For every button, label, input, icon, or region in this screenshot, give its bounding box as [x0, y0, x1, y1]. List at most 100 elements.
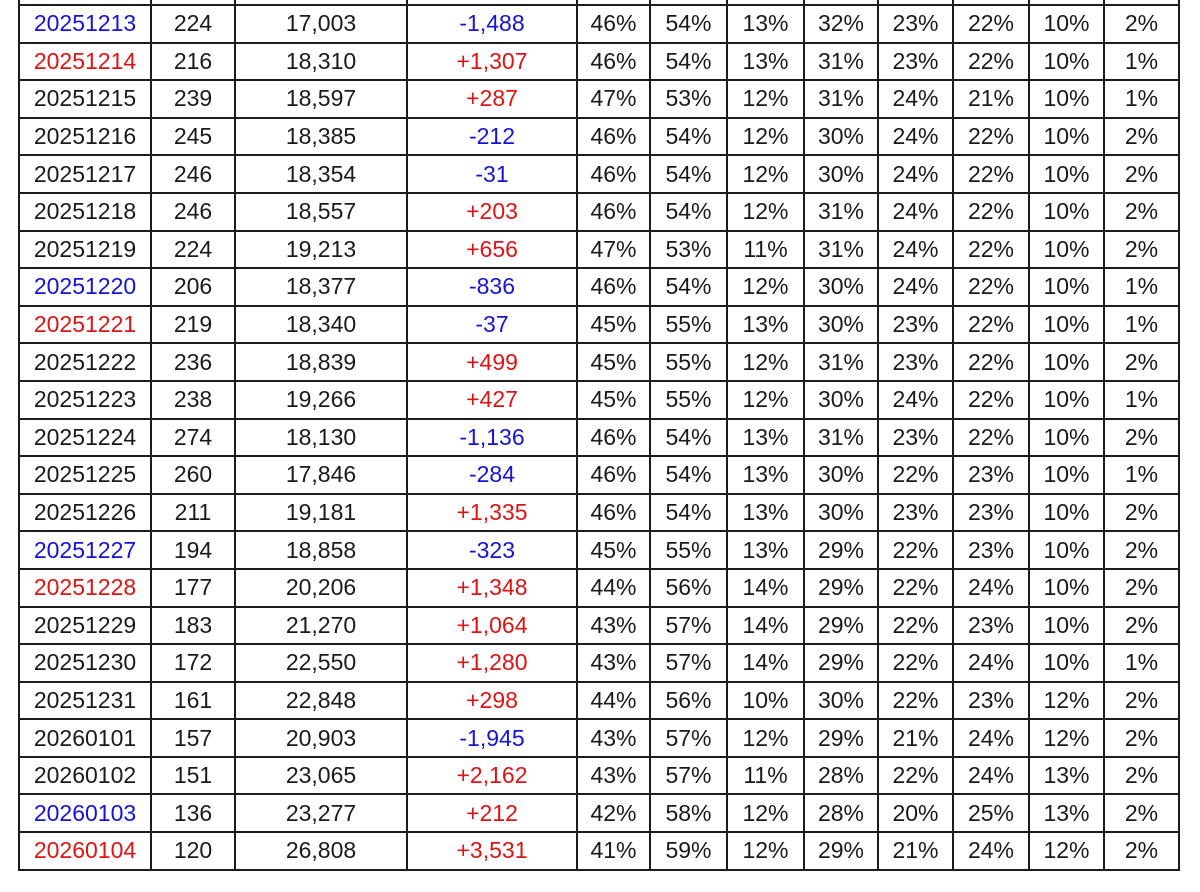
change-cell: +298 [406, 680, 578, 721]
percent-cell: 30% [803, 680, 879, 721]
percent-cell: 29% [803, 530, 879, 570]
total-cell: 18,340 [234, 304, 408, 345]
percent-cell: 2% [1103, 154, 1180, 194]
count-cell: 239 [150, 79, 236, 119]
percent-cell: 11% [726, 229, 805, 270]
total-cell: 18,385 [234, 116, 408, 157]
percent-cell: 13% [726, 530, 805, 570]
percent-cell: 47% [576, 79, 651, 119]
empty-cell [576, 0, 651, 6]
table-row: 20251220 206 18,377 -836 46% 54% 12% 30% 24% 22% 1… [18, 267, 1180, 307]
count-cell: 206 [150, 267, 236, 307]
change-cell: +1,307 [406, 41, 578, 82]
percent-cell: 45% [576, 304, 651, 345]
percent-cell: 14% [726, 567, 805, 608]
percent-cell: 2% [1103, 567, 1180, 608]
total-cell: 17,003 [234, 4, 408, 44]
percent-cell: 2% [1103, 116, 1180, 157]
date-cell: 20251213 [18, 4, 152, 44]
percent-cell: 30% [803, 304, 879, 345]
percent-cell: 23% [952, 492, 1030, 533]
total-cell: 20,206 [234, 567, 408, 608]
percent-cell: 2% [1103, 605, 1180, 646]
percent-cell: 22% [952, 267, 1030, 307]
percent-cell: 29% [803, 718, 879, 758]
empty-cell [1028, 0, 1105, 6]
percent-cell: 22% [952, 154, 1030, 194]
empty-cell [234, 0, 408, 6]
percent-cell: 44% [576, 680, 651, 721]
table-row: 20251222 236 18,839 +499 45% 55% 12% 31% 23% 22% 1… [18, 342, 1180, 382]
percent-cell: 23% [877, 4, 954, 44]
date-cell: 20251221 [18, 304, 152, 345]
percent-cell: 30% [803, 154, 879, 194]
total-cell: 20,903 [234, 718, 408, 758]
percent-cell: 22% [877, 530, 954, 570]
table-row: 20251218 246 18,557 +203 46% 54% 12% 31% 24% 22% 1… [18, 191, 1180, 232]
empty-cell [803, 0, 879, 6]
change-cell: +287 [406, 79, 578, 119]
date-cell: 20251229 [18, 605, 152, 646]
table-row: 20251221 219 18,340 -37 45% 55% 13% 30% 23% 22% 10… [18, 304, 1180, 345]
empty-cell [952, 0, 1030, 6]
percent-cell: 22% [952, 304, 1030, 345]
change-cell: +1,280 [406, 643, 578, 683]
table-row: 20251217 246 18,354 -31 46% 54% 12% 30% 24% 22% 10… [18, 154, 1180, 194]
date-cell: 20260104 [18, 831, 152, 871]
table-row: 20251225 260 17,846 -284 46% 54% 13% 30% 22% 23% 1… [18, 455, 1180, 495]
date-cell: 20260102 [18, 755, 152, 796]
table-row: 20251229 183 21,270 +1,064 43% 57% 14% 29% 22% 23… [18, 605, 1180, 646]
percent-cell: 31% [803, 417, 879, 458]
table-row: 20260102 151 23,065 +2,162 43% 57% 11% 28% 22% 24… [18, 755, 1180, 796]
table-body: 20251213 224 17,003 -1,488 46% 54% 13% 32% 23% 22… [18, 0, 1180, 871]
table-row: 20260101 157 20,903 -1,945 43% 57% 12% 29% 21% 24… [18, 718, 1180, 758]
percent-cell: 22% [877, 605, 954, 646]
percent-cell: 24% [952, 643, 1030, 683]
percent-cell: 10% [1028, 492, 1105, 533]
empty-cell [1103, 0, 1180, 6]
percent-cell: 2% [1103, 342, 1180, 382]
count-cell: 183 [150, 605, 236, 646]
percent-cell: 54% [649, 492, 728, 533]
percent-cell: 46% [576, 191, 651, 232]
percent-cell: 57% [649, 718, 728, 758]
percent-cell: 31% [803, 191, 879, 232]
count-cell: 151 [150, 755, 236, 796]
percent-cell: 59% [649, 831, 728, 871]
table-row: 20251224 274 18,130 -1,136 46% 54% 13% 31% 23% 22… [18, 417, 1180, 458]
count-cell: 211 [150, 492, 236, 533]
date-cell: 20251230 [18, 643, 152, 683]
percent-cell: 2% [1103, 530, 1180, 570]
percent-cell: 57% [649, 755, 728, 796]
percent-cell: 29% [803, 605, 879, 646]
date-cell: 20251231 [18, 680, 152, 721]
percent-cell: 24% [877, 116, 954, 157]
percent-cell: 10% [1028, 530, 1105, 570]
percent-cell: 56% [649, 567, 728, 608]
daily-stats-table-wrap: 20251213 224 17,003 -1,488 46% 54% 13% 32% 23% 22… [18, 0, 1180, 871]
date-cell: 20251220 [18, 267, 152, 307]
table-row: 20251227 194 18,858 -323 45% 55% 13% 29% 22% 23% 1… [18, 530, 1180, 570]
percent-cell: 54% [649, 417, 728, 458]
percent-cell: 55% [649, 342, 728, 382]
percent-cell: 46% [576, 492, 651, 533]
percent-cell: 46% [576, 4, 651, 44]
total-cell: 19,213 [234, 229, 408, 270]
percent-cell: 46% [576, 455, 651, 495]
percent-cell: 54% [649, 455, 728, 495]
percent-cell: 30% [803, 267, 879, 307]
percent-cell: 13% [726, 41, 805, 82]
percent-cell: 22% [952, 191, 1030, 232]
percent-cell: 57% [649, 605, 728, 646]
date-cell: 20251227 [18, 530, 152, 570]
percent-cell: 22% [877, 567, 954, 608]
change-cell: -284 [406, 455, 578, 495]
total-cell: 23,065 [234, 755, 408, 796]
change-cell: +3,531 [406, 831, 578, 871]
total-cell: 22,550 [234, 643, 408, 683]
percent-cell: 22% [952, 229, 1030, 270]
percent-cell: 10% [1028, 154, 1105, 194]
percent-cell: 24% [952, 718, 1030, 758]
percent-cell: 45% [576, 530, 651, 570]
percent-cell: 24% [952, 755, 1030, 796]
